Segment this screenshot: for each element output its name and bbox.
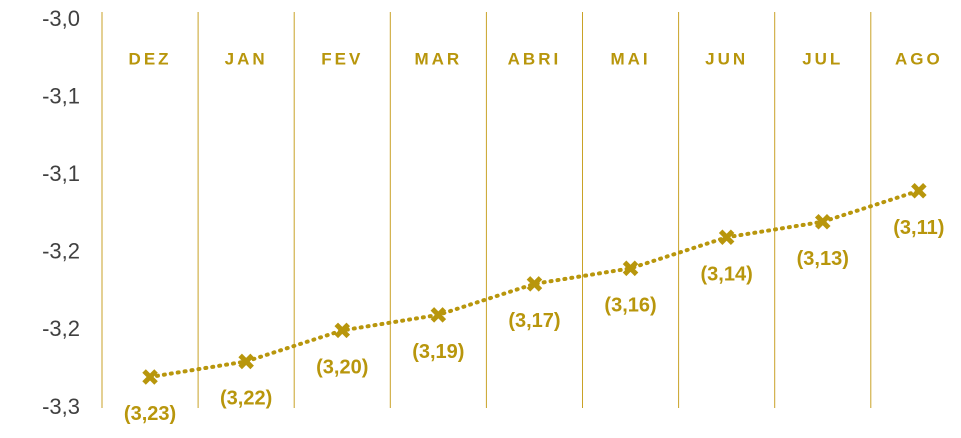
category-label: JUN xyxy=(705,49,748,68)
marker xyxy=(430,307,447,323)
data-label: (3,22) xyxy=(220,388,272,410)
category-label: DEZ xyxy=(129,49,172,68)
data-label: (3,14) xyxy=(701,264,753,286)
series-line xyxy=(148,188,921,379)
y-tick-label: -3,1 xyxy=(42,83,80,108)
y-tick-label: -3,1 xyxy=(42,161,80,186)
category-label: MAI xyxy=(610,49,650,68)
data-label: (3,20) xyxy=(316,357,368,379)
marker xyxy=(238,353,254,370)
data-label: (3,23) xyxy=(124,403,176,425)
y-tick-label: -3,2 xyxy=(42,316,80,341)
data-label: (3,13) xyxy=(797,248,849,270)
category-label: AGO xyxy=(895,49,943,68)
data-label: (3,16) xyxy=(604,295,656,317)
y-tick-label: -3,0 xyxy=(42,6,80,31)
y-tick-label: -3,3 xyxy=(42,394,80,419)
marker xyxy=(718,229,735,246)
data-label: (3,19) xyxy=(412,341,464,363)
category-label: FEV xyxy=(321,49,363,68)
data-label: (3,17) xyxy=(508,310,560,332)
y-tick-label: -3,2 xyxy=(42,239,80,264)
marker xyxy=(622,260,639,277)
category-label: ABRI xyxy=(508,49,562,68)
marker xyxy=(142,369,158,385)
marker xyxy=(334,322,351,339)
category-label: JAN xyxy=(225,49,268,68)
category-label: JUL xyxy=(802,49,843,68)
marker xyxy=(814,213,831,230)
data-label: (3,11) xyxy=(893,217,944,239)
marker xyxy=(911,182,927,199)
category-label: MAR xyxy=(414,49,462,68)
marker xyxy=(526,276,543,292)
